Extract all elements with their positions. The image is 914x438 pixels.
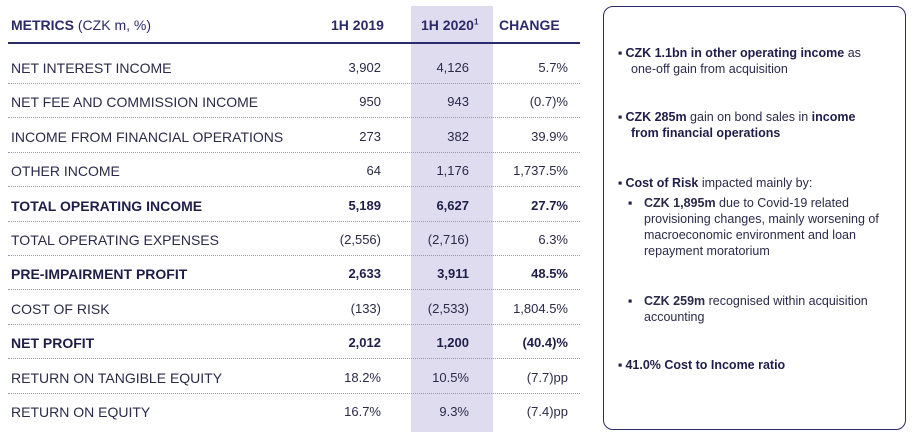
unit-label: (CZK m, %): [77, 17, 151, 33]
value-1h2019: 64: [366, 163, 381, 179]
value-change: 1,804.5%: [513, 300, 568, 316]
value-1h2019: 273: [359, 128, 381, 144]
bullet-cost-income-ratio: 41.0% Cost to Income ratio: [618, 357, 898, 373]
row-label: OTHER INCOME: [11, 163, 120, 180]
bullet-cost-of-risk: Cost of Risk impacted mainly by:: [618, 175, 898, 191]
metrics-table: METRICS (CZK m, %) 1H 2019 1H 20201 CHAN…: [8, 6, 580, 432]
value-change: 27.7%: [531, 197, 568, 213]
value-1h2020: (2,716): [427, 232, 469, 247]
row-label: RETURN ON TANGIBLE EQUITY: [11, 369, 223, 386]
col-1h2020-header: 1H 20201: [421, 17, 479, 33]
value-1h2019: 18.2%: [344, 369, 381, 385]
row-label: RETURN ON EQUITY: [11, 404, 151, 420]
row-label: INCOME FROM FINANCIAL OPERATIONS: [11, 128, 284, 145]
row-label: PRE-IMPAIRMENT PROFIT: [11, 266, 188, 283]
value-1h2020: 3,911: [437, 266, 469, 282]
row-label: NET PROFIT: [11, 335, 95, 352]
row-label: TOTAL OPERATING EXPENSES: [11, 232, 219, 248]
value-1h2019: 950: [359, 94, 381, 110]
value-change: 5.7%: [538, 60, 568, 75]
row-label: NET FEE AND COMMISSION INCOME: [11, 94, 259, 111]
table-row: RETURN ON EQUITY 16.7% 9.3% (7.4)pp: [8, 394, 580, 428]
value-change: (40.4)%: [522, 335, 568, 351]
table-header: METRICS (CZK m, %) 1H 2019 1H 20201 CHAN…: [8, 6, 580, 44]
value-change: 48.5%: [531, 266, 568, 282]
table-row: NET PROFIT 2,012 1,200 (40.4)%: [8, 325, 580, 360]
value-1h2020: 10.5%: [432, 369, 469, 385]
row-label: NET INTEREST INCOME: [11, 60, 172, 76]
bullet-other-income: CZK 1.1bn in other operating income as o…: [618, 45, 898, 77]
value-1h2019: 2,012: [348, 335, 381, 351]
value-1h2019: 16.7%: [344, 404, 381, 419]
bullet-bond-sales: CZK 285m gain on bond sales in income fr…: [618, 109, 898, 141]
table-row: PRE-IMPAIRMENT PROFIT 2,633 3,911 48.5%: [8, 256, 580, 291]
value-1h2020: 943: [447, 94, 469, 110]
value-1h2019: (2,556): [339, 232, 381, 247]
table-row: COST OF RISK (133) (2,533) 1,804.5%: [8, 291, 580, 325]
table-row: INCOME FROM FINANCIAL OPERATIONS 273 382 39…: [8, 119, 580, 153]
row-label: COST OF RISK: [11, 300, 110, 317]
value-1h2020: 1,200: [436, 335, 469, 351]
value-change: (7.7)pp: [526, 369, 568, 385]
value-1h2019: 2,633: [348, 266, 381, 282]
value-1h2019: (133): [350, 300, 381, 316]
commentary-box: CZK 1.1bn in other operating income as o…: [603, 6, 906, 430]
table-row: RETURN ON TANGIBLE EQUITY 18.2% 10.5% (7.7)…: [8, 360, 580, 394]
table-row: TOTAL OPERATING EXPENSES (2,556) (2,716) 6.…: [8, 222, 580, 256]
footnote-marker: 1: [473, 17, 479, 27]
value-1h2019: 5,189: [348, 197, 381, 213]
sub-bullet-covid: CZK 1,895m due to Covid-19 related provi…: [628, 195, 896, 259]
value-change: (7.4)pp: [526, 404, 568, 419]
table-row: NET INTEREST INCOME 3,902 4,126 5.7%: [8, 50, 580, 84]
col-change-header: CHANGE: [499, 17, 560, 33]
value-1h2020: 1,176: [436, 163, 469, 179]
metrics-header: METRICS (CZK m, %): [11, 17, 151, 33]
value-1h2020: 9.3%: [439, 404, 469, 419]
1h2020-column-highlight: [411, 6, 493, 432]
value-1h2020: (2,533): [427, 300, 469, 316]
value-change: (0.7)%: [529, 94, 568, 110]
table-row: TOTAL OPERATING INCOME 5,189 6,627 27.7%: [8, 188, 580, 222]
value-change: 1,737.5%: [513, 163, 568, 179]
table-row: OTHER INCOME 64 1,176 1,737.5%: [8, 153, 580, 188]
value-change: 39.9%: [531, 128, 568, 144]
col-1h2019-header: 1H 2019: [331, 17, 384, 33]
row-label: TOTAL OPERATING INCOME: [11, 197, 203, 214]
value-change: 6.3%: [538, 232, 568, 247]
table-row: NET FEE AND COMMISSION INCOME 950 943 (0.7)…: [8, 84, 580, 119]
sub-bullet-acquisition: CZK 259m recognised within acquisition a…: [628, 293, 896, 325]
value-1h2019: 3,902: [348, 60, 381, 75]
value-1h2020: 382: [447, 128, 469, 144]
value-1h2020: 6,627: [436, 197, 469, 213]
value-1h2020: 4,126: [436, 60, 469, 75]
